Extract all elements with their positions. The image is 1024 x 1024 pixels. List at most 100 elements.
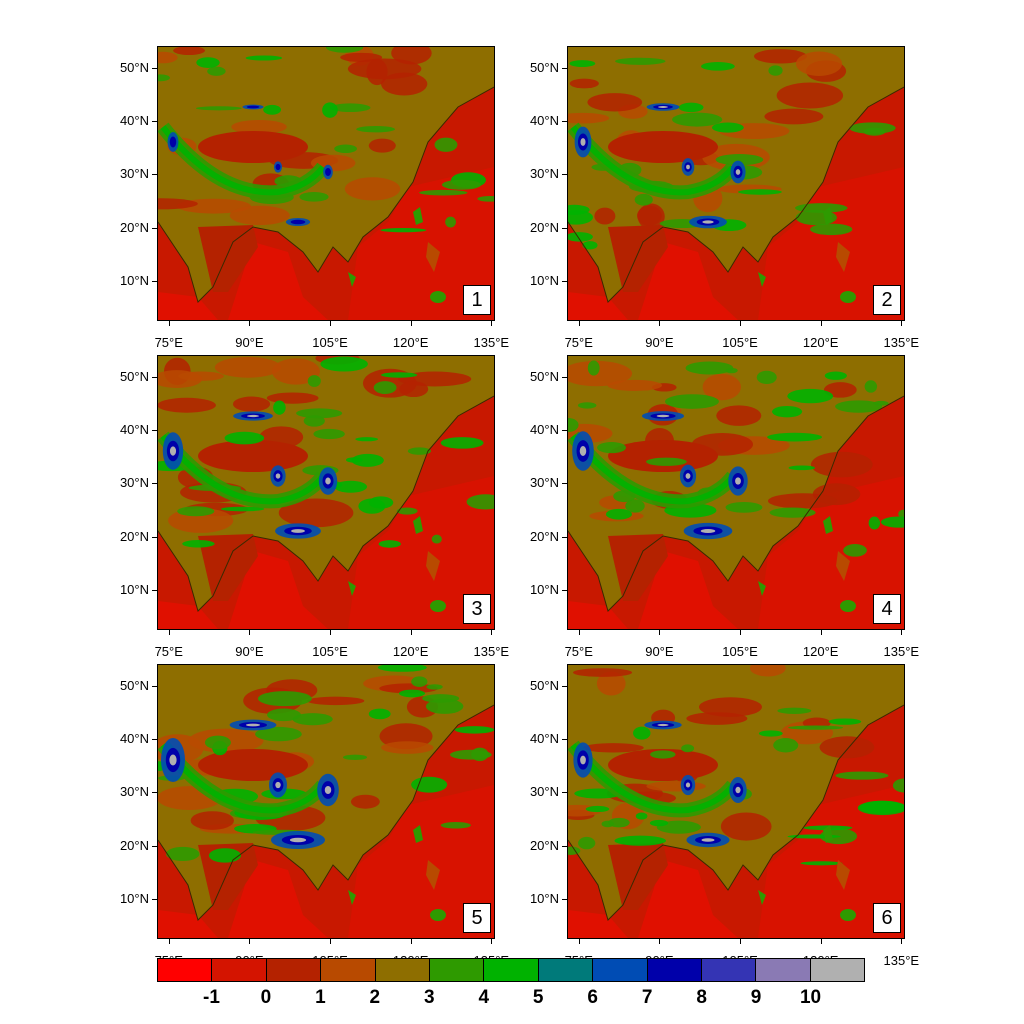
colorbar-swatch <box>701 959 757 981</box>
map-panel <box>157 355 495 630</box>
colorbar-label: 4 <box>478 987 490 1008</box>
longitude-tick <box>740 939 742 944</box>
latitude-label: 50°N <box>529 59 559 75</box>
latitude-label: 20°N <box>529 837 559 853</box>
panel-number: 3 <box>463 594 491 624</box>
latitude-label: 30°N <box>529 784 559 800</box>
longitude-tick <box>740 321 742 326</box>
longitude-tick <box>410 939 412 944</box>
latitude-label: 10°N <box>119 581 149 597</box>
longitude-label: 135°E <box>473 644 510 659</box>
latitude-label: 40°N <box>119 113 149 129</box>
longitude-tick <box>820 321 822 326</box>
longitude-label: 135°E <box>473 335 510 350</box>
map-panel <box>157 46 495 321</box>
longitude-tick <box>659 321 661 326</box>
latitude-label: 10°N <box>529 890 559 906</box>
colorbar-swatch <box>212 959 267 981</box>
map-panel <box>157 664 495 939</box>
longitude-tick <box>659 939 661 944</box>
latitude-tick <box>562 430 567 432</box>
colorbar-swatch <box>756 959 811 981</box>
latitude-tick <box>152 685 157 687</box>
longitude-tick <box>659 630 661 635</box>
panel-number: 2 <box>873 285 901 315</box>
colorbar-label: 10 <box>799 987 822 1008</box>
longitude-label: 135°E <box>883 644 920 659</box>
longitude-tick <box>820 630 822 635</box>
latitude-tick <box>562 121 567 123</box>
latitude-tick <box>152 174 157 176</box>
colorbar-label: 1 <box>315 987 326 1008</box>
latitude-tick <box>152 376 157 378</box>
latitude-label: 10°N <box>529 272 559 288</box>
longitude-tick <box>249 630 251 635</box>
latitude-tick <box>152 898 157 900</box>
longitude-tick <box>491 630 493 635</box>
latitude-label: 50°N <box>529 677 559 693</box>
map-panel <box>567 355 905 630</box>
longitude-tick <box>168 630 170 635</box>
longitude-tick <box>249 321 251 326</box>
longitude-label: 105°E <box>312 644 348 659</box>
longitude-label: 90°E <box>645 335 674 350</box>
latitude-label: 20°N <box>529 219 559 235</box>
colorbar-label: 2 <box>369 987 381 1008</box>
latitude-tick <box>152 792 157 794</box>
latitude-label: 20°N <box>119 219 149 235</box>
longitude-label: 105°E <box>722 335 758 350</box>
longitude-label: 120°E <box>392 644 429 659</box>
longitude-tick <box>330 939 332 944</box>
longitude-label: 135°E <box>883 335 920 350</box>
latitude-label: 20°N <box>529 528 559 544</box>
longitude-label: 120°E <box>802 335 839 350</box>
longitude-tick <box>820 939 822 944</box>
longitude-tick <box>168 321 170 326</box>
longitude-tick <box>901 939 903 944</box>
colorbar-swatch <box>647 959 702 981</box>
colorbar-label: 8 <box>696 987 707 1008</box>
latitude-label: 20°N <box>119 837 149 853</box>
latitude-tick <box>562 739 567 741</box>
longitude-label: 90°E <box>235 335 264 350</box>
latitude-tick <box>562 536 567 538</box>
longitude-tick <box>249 939 251 944</box>
map-panel <box>567 46 905 321</box>
latitude-tick <box>562 685 567 687</box>
longitude-label: 90°E <box>235 644 264 659</box>
longitude-tick <box>901 321 903 326</box>
latitude-tick <box>562 792 567 794</box>
latitude-tick <box>152 280 157 282</box>
latitude-label: 40°N <box>529 422 559 438</box>
colorbar-swatch <box>810 959 865 981</box>
colorbar-label: 6 <box>587 987 598 1008</box>
latitude-label: 50°N <box>119 368 149 384</box>
latitude-tick <box>562 376 567 378</box>
colorbar-swatch <box>429 959 485 981</box>
longitude-label: 75°E <box>154 335 183 350</box>
colorbar-label: 5 <box>532 987 544 1008</box>
longitude-tick <box>740 630 742 635</box>
colorbar-swatch <box>538 959 594 981</box>
longitude-tick <box>330 321 332 326</box>
latitude-label: 30°N <box>119 784 149 800</box>
latitude-label: 50°N <box>119 59 149 75</box>
longitude-tick <box>578 321 580 326</box>
latitude-tick <box>562 483 567 485</box>
longitude-label: 75°E <box>154 644 183 659</box>
colorbar-swatch <box>484 959 539 981</box>
colorbar-label: 3 <box>424 987 435 1008</box>
latitude-tick <box>152 589 157 591</box>
longitude-tick <box>491 939 493 944</box>
latitude-label: 30°N <box>529 475 559 491</box>
colorbar-swatch <box>266 959 322 981</box>
panel-number: 5 <box>463 903 491 933</box>
latitude-tick <box>562 845 567 847</box>
latitude-label: 20°N <box>119 528 149 544</box>
longitude-tick <box>330 630 332 635</box>
latitude-label: 40°N <box>119 731 149 747</box>
colorbar-swatch <box>321 959 376 981</box>
panel-number: 4 <box>873 594 901 624</box>
latitude-tick <box>152 121 157 123</box>
latitude-tick <box>152 67 157 69</box>
